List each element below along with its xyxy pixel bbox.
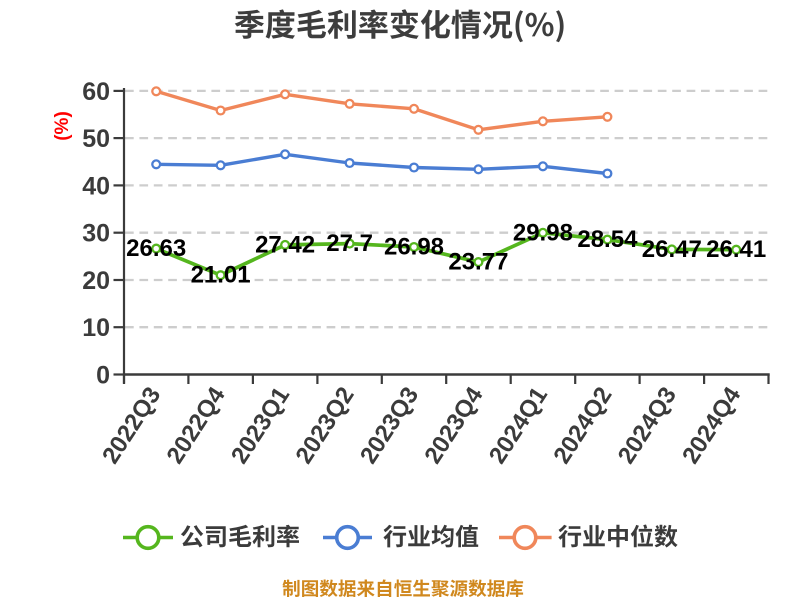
svg-text:23.77: 23.77: [448, 249, 508, 276]
svg-text:0: 0: [96, 362, 110, 390]
svg-text:28.54: 28.54: [577, 226, 638, 253]
svg-text:20: 20: [82, 267, 110, 295]
svg-text:26.47: 26.47: [642, 236, 702, 263]
svg-text:50: 50: [82, 125, 110, 153]
svg-text:21.01: 21.01: [191, 262, 251, 289]
svg-text:27.7: 27.7: [326, 230, 373, 257]
svg-text:29.98: 29.98: [513, 219, 573, 246]
svg-text:(%): (%): [52, 111, 73, 141]
svg-text:10: 10: [82, 314, 110, 342]
svg-text:60: 60: [82, 78, 110, 106]
svg-text:26.63: 26.63: [126, 235, 186, 262]
svg-text:30: 30: [82, 220, 110, 248]
svg-text:26.41: 26.41: [706, 236, 766, 263]
svg-text:27.42: 27.42: [255, 231, 315, 258]
svg-text:26.98: 26.98: [384, 234, 444, 261]
svg-text:40: 40: [82, 172, 110, 200]
